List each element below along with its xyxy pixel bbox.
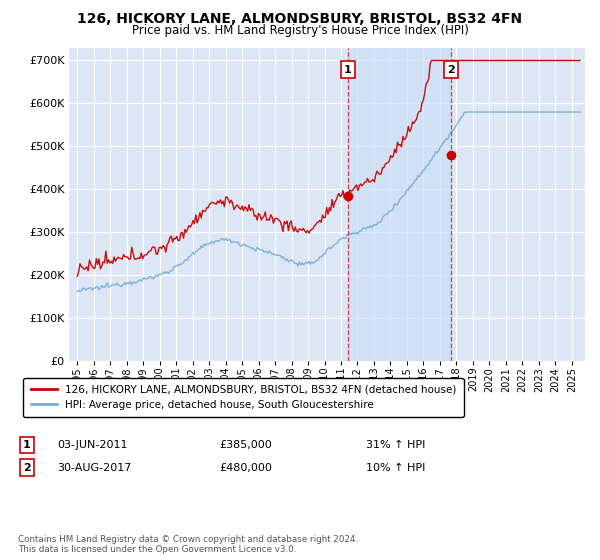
- Text: £385,000: £385,000: [219, 440, 272, 450]
- Text: 126, HICKORY LANE, ALMONDSBURY, BRISTOL, BS32 4FN: 126, HICKORY LANE, ALMONDSBURY, BRISTOL,…: [77, 12, 523, 26]
- Text: Price paid vs. HM Land Registry's House Price Index (HPI): Price paid vs. HM Land Registry's House …: [131, 24, 469, 37]
- Text: 30-AUG-2017: 30-AUG-2017: [57, 463, 131, 473]
- Bar: [348, 48, 451, 361]
- Text: 31% ↑ HPI: 31% ↑ HPI: [366, 440, 425, 450]
- Text: 10% ↑ HPI: 10% ↑ HPI: [366, 463, 425, 473]
- Text: 2: 2: [447, 64, 455, 74]
- Text: Contains HM Land Registry data © Crown copyright and database right 2024.
This d: Contains HM Land Registry data © Crown c…: [18, 535, 358, 554]
- Text: 03-JUN-2011: 03-JUN-2011: [57, 440, 128, 450]
- Legend: 126, HICKORY LANE, ALMONDSBURY, BRISTOL, BS32 4FN (detached house), HPI: Average: 126, HICKORY LANE, ALMONDSBURY, BRISTOL,…: [23, 377, 464, 417]
- Text: £480,000: £480,000: [219, 463, 272, 473]
- Text: 1: 1: [344, 64, 352, 74]
- Text: 2: 2: [23, 463, 31, 473]
- Text: 1: 1: [23, 440, 31, 450]
